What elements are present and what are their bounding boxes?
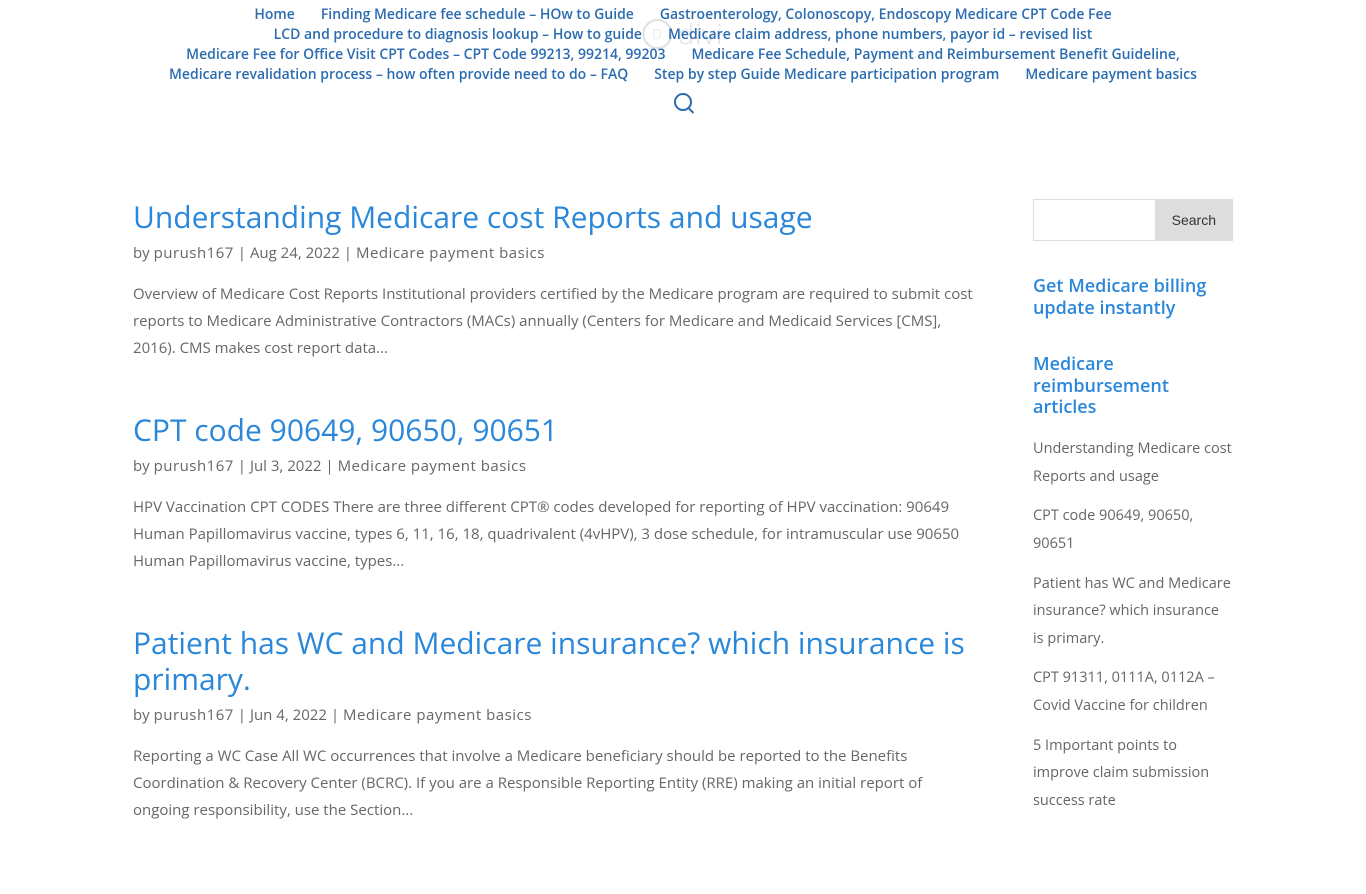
list-item: Patient has WC and Medicare insurance? w… xyxy=(1033,569,1233,652)
post-title-link[interactable]: Patient has WC and Medicare insurance? w… xyxy=(133,622,965,699)
meta-separator: | xyxy=(340,243,356,263)
post-title: CPT code 90649, 90650, 90651 xyxy=(133,412,973,448)
search-widget: Search xyxy=(1033,199,1233,241)
widget-billing-update: Get Medicare billing update instantly xyxy=(1033,276,1233,319)
recent-posts-list: Understanding Medicare cost Reports and … xyxy=(1033,434,1233,814)
post-title: Patient has WC and Medicare insurance? w… xyxy=(133,625,973,697)
post-meta: by purush167 | Jul 3, 2022 | Medicare pa… xyxy=(133,456,973,476)
post-date: Jun 4, 2022 xyxy=(250,705,327,725)
post-excerpt: Overview of Medicare Cost Reports Instit… xyxy=(133,281,973,362)
post-article: Patient has WC and Medicare insurance? w… xyxy=(133,625,973,824)
nav-link-fee-schedule[interactable]: Finding Medicare fee schedule – HOw to G… xyxy=(308,5,647,25)
post-author-link[interactable]: purush167 xyxy=(154,456,234,476)
widget-title: Get Medicare billing update instantly xyxy=(1033,276,1233,319)
widget-title: Medicare reimbursement articles xyxy=(1033,354,1233,419)
nav-link-office-visit[interactable]: Medicare Fee for Office Visit CPT Codes … xyxy=(173,45,678,65)
post-date: Jul 3, 2022 xyxy=(250,456,322,476)
main-content-container: Understanding Medicare cost Reports and … xyxy=(133,139,1233,894)
post-title: Understanding Medicare cost Reports and … xyxy=(133,199,973,235)
search-input[interactable] xyxy=(1033,199,1155,241)
recent-post-link[interactable]: Understanding Medicare cost Reports and … xyxy=(1033,439,1232,486)
by-prefix: by xyxy=(133,243,154,263)
recent-post-link[interactable]: Patient has WC and Medicare insurance? w… xyxy=(1033,574,1231,648)
search-icon-row xyxy=(80,85,1286,124)
search-icon[interactable] xyxy=(674,93,692,111)
recent-post-link[interactable]: CPT code 90649, 90650, 90651 xyxy=(1033,506,1193,553)
meta-separator: | xyxy=(234,243,250,263)
nav-link-claim-address[interactable]: Medicare claim address, phone numbers, p… xyxy=(655,25,1105,45)
nav-link-fee-schedule-guide[interactable]: Medicare Fee Schedule, Payment and Reimb… xyxy=(678,45,1192,65)
meta-separator: | xyxy=(322,456,338,476)
post-date: Aug 24, 2022 xyxy=(250,243,340,263)
nav-link-lcd[interactable]: LCD and procedure to diagnosis lookup – … xyxy=(261,25,655,45)
list-item: CPT 91311, 0111A, 0112A – Covid Vaccine … xyxy=(1033,663,1233,718)
post-excerpt: HPV Vaccination CPT CODES There are thre… xyxy=(133,494,973,575)
main-navigation: D divi Home Finding Medicare fee schedul… xyxy=(0,0,1366,139)
widget-recent-articles: Medicare reimbursement articles Understa… xyxy=(1033,354,1233,813)
post-meta: by purush167 | Aug 24, 2022 | Medicare p… xyxy=(133,243,973,263)
post-category-link[interactable]: Medicare payment basics xyxy=(356,243,545,263)
post-title-link[interactable]: Understanding Medicare cost Reports and … xyxy=(133,196,813,237)
post-article: CPT code 90649, 90650, 90651 by purush16… xyxy=(133,412,973,575)
post-article: Understanding Medicare cost Reports and … xyxy=(133,199,973,362)
by-prefix: by xyxy=(133,456,154,476)
list-item: CPT code 90649, 90650, 90651 xyxy=(1033,501,1233,556)
post-excerpt: Reporting a WC Case All WC occurrences t… xyxy=(133,743,973,824)
nav-link-home[interactable]: Home xyxy=(241,5,308,25)
post-title-link[interactable]: CPT code 90649, 90650, 90651 xyxy=(133,409,558,450)
by-prefix: by xyxy=(133,705,154,725)
post-author-link[interactable]: purush167 xyxy=(154,705,234,725)
nav-links-container: Home Finding Medicare fee schedule – HOw… xyxy=(80,5,1286,85)
post-meta: by purush167 | Jun 4, 2022 | Medicare pa… xyxy=(133,705,973,725)
nav-link-revalidation[interactable]: Medicare revalidation process – how ofte… xyxy=(156,65,641,85)
nav-link-participation[interactable]: Step by step Guide Medicare participatio… xyxy=(641,65,1012,85)
post-author-link[interactable]: purush167 xyxy=(154,243,234,263)
sidebar: Search Get Medicare billing update insta… xyxy=(1033,199,1233,874)
meta-separator: | xyxy=(327,705,343,725)
nav-link-gastro[interactable]: Gastroenterology, Colonoscopy, Endoscopy… xyxy=(647,5,1125,25)
recent-post-link[interactable]: CPT 91311, 0111A, 0112A – Covid Vaccine … xyxy=(1033,668,1215,715)
content-area: Understanding Medicare cost Reports and … xyxy=(133,199,973,874)
recent-post-link[interactable]: 5 Important points to improve claim subm… xyxy=(1033,736,1209,810)
list-item: 5 Important points to improve claim subm… xyxy=(1033,731,1233,814)
meta-separator: | xyxy=(234,705,250,725)
list-item: Understanding Medicare cost Reports and … xyxy=(1033,434,1233,489)
meta-separator: | xyxy=(234,456,250,476)
search-button[interactable]: Search xyxy=(1155,199,1233,241)
nav-link-payment-basics[interactable]: Medicare payment basics xyxy=(1012,65,1210,85)
post-category-link[interactable]: Medicare payment basics xyxy=(343,705,532,725)
post-category-link[interactable]: Medicare payment basics xyxy=(338,456,527,476)
